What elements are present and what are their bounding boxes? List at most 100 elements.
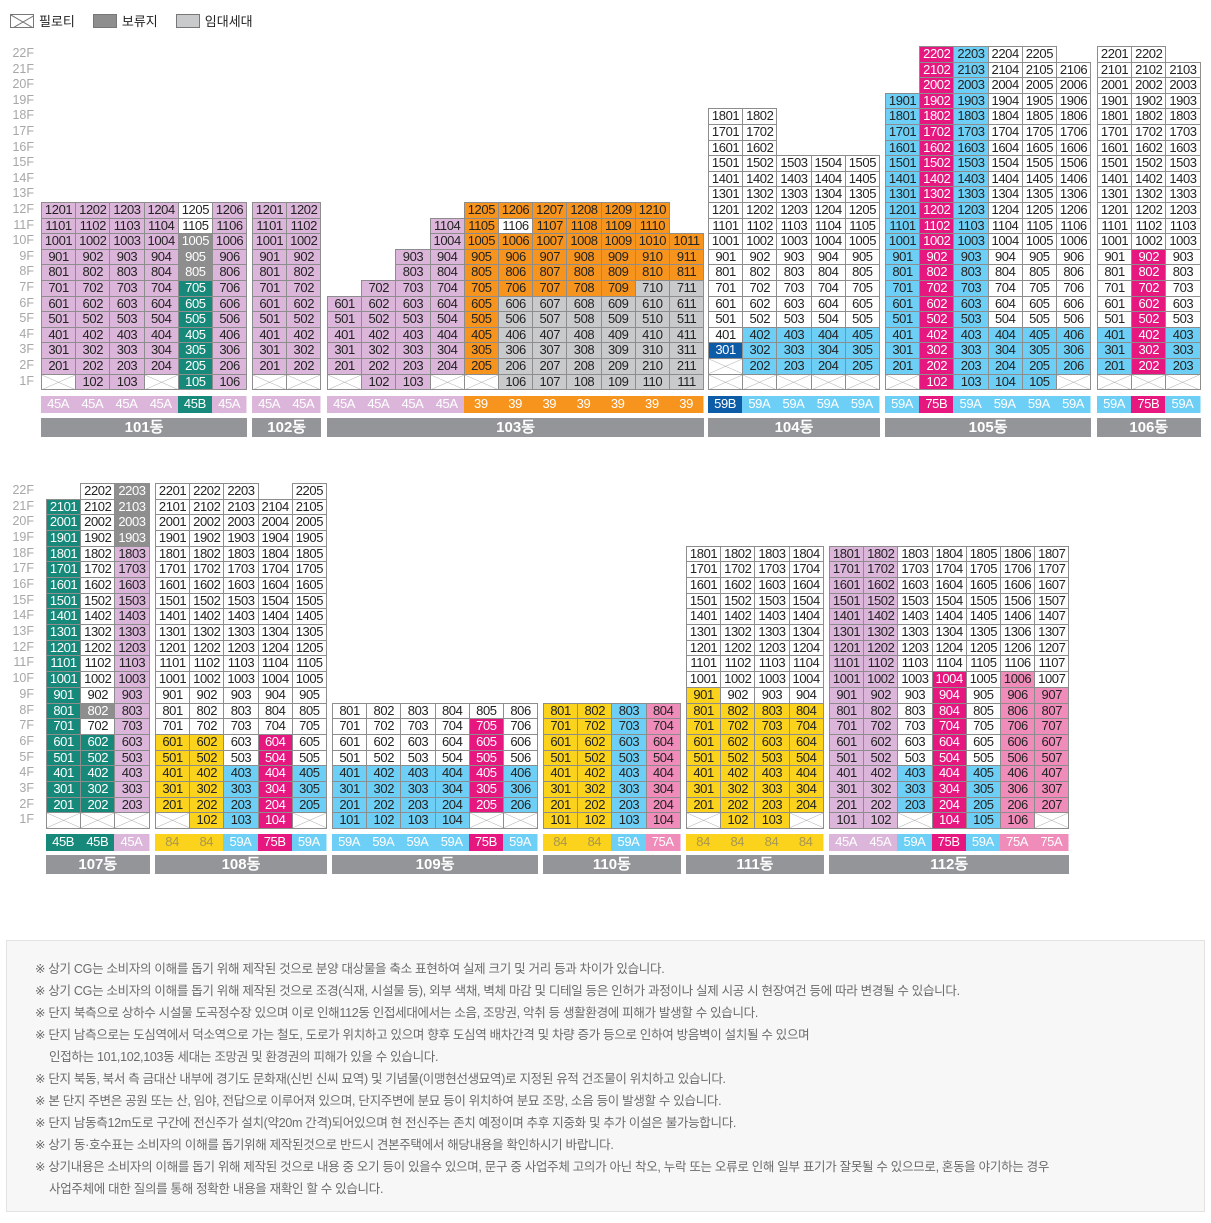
unit-cell: 803 xyxy=(754,702,790,720)
unit-type-label: 59A xyxy=(1021,396,1057,413)
unit-cell: 1302 xyxy=(720,624,756,641)
unit-cell: 602 xyxy=(75,295,111,313)
unit-cell: 202 xyxy=(286,358,322,375)
unit-cell: 706 xyxy=(1000,718,1036,735)
unit-cell: 501 xyxy=(686,749,722,767)
building-label: 111동 xyxy=(686,855,824,874)
unit-cell: 701 xyxy=(41,280,77,297)
unit-cell: 604 xyxy=(788,733,824,751)
unit-type-label: 75B xyxy=(1131,396,1167,413)
unit-cell: 1702 xyxy=(720,561,756,579)
unit-cell: 905 xyxy=(463,248,499,266)
floor-label: 22F xyxy=(12,483,34,497)
unit-cell: 204 xyxy=(143,358,179,375)
pilotis-cell xyxy=(46,812,82,829)
unit-cell: 1203 xyxy=(114,639,150,657)
unit-cell: 601 xyxy=(829,733,865,751)
unit-cell: 1104 xyxy=(143,217,179,235)
unit-cell: 1202 xyxy=(1131,202,1167,219)
floor-label: 4F xyxy=(19,326,34,341)
unit-cell: 1201 xyxy=(155,639,191,657)
unit-type-label: 45A xyxy=(361,396,397,413)
unit-cell: 2103 xyxy=(1165,61,1201,79)
unit-cell: 107 xyxy=(532,373,568,391)
unit-cell: 1805 xyxy=(965,545,1001,563)
unit-cell: 106 xyxy=(498,373,534,391)
unit-cell: 402 xyxy=(366,765,402,782)
unit-cell: 1501 xyxy=(46,592,82,610)
unit-cell: 1101 xyxy=(46,655,82,673)
unit-cell: 1001 xyxy=(1097,233,1133,250)
unit-cell: 1505 xyxy=(1021,155,1057,172)
unit-type-label: 59A xyxy=(953,396,989,413)
unit-cell: 2004 xyxy=(257,514,293,532)
unit-cell: 704 xyxy=(810,280,846,297)
unit-cell: 1404 xyxy=(788,608,824,626)
unit-cell: 904 xyxy=(257,686,293,704)
unit-cell: 303 xyxy=(1165,342,1201,359)
unit-cell: 706 xyxy=(1056,280,1092,297)
floor-label: 15F xyxy=(12,155,34,170)
floor-label: 1F xyxy=(19,373,34,388)
unit-cell: 803 xyxy=(897,702,933,720)
pilotis-cell xyxy=(1165,373,1201,391)
unit-cell: 804 xyxy=(987,264,1023,281)
unit-cell: 303 xyxy=(109,342,145,359)
unit-cell: 1004 xyxy=(257,671,293,688)
unit-cell: 903 xyxy=(223,686,259,704)
unit-cell: 803 xyxy=(953,264,989,281)
unit-cell: 1806 xyxy=(1056,108,1092,125)
unit-cell: 702 xyxy=(863,718,899,735)
unit-cell: 703 xyxy=(400,718,436,735)
pilotis-cell xyxy=(708,373,744,391)
unit-type-label: 84 xyxy=(155,834,191,851)
unit-cell: 502 xyxy=(286,311,322,328)
unit-cell: 503 xyxy=(223,749,259,767)
unit-cell: 401 xyxy=(708,326,744,344)
unit-cell: 109 xyxy=(600,373,636,391)
unit-cell: 902 xyxy=(863,686,899,704)
unit-cell: 901 xyxy=(252,248,288,266)
unit-cell: 1402 xyxy=(742,170,778,188)
unit-type-label: 59A xyxy=(291,834,327,851)
legend-rental: 임대세대 xyxy=(175,11,253,30)
unit-cell: 2205 xyxy=(1021,46,1057,63)
unit-cell: 902 xyxy=(286,248,322,266)
unit-cell: 506 xyxy=(498,311,534,328)
unit-cell: 601 xyxy=(1097,295,1133,313)
pilotis-cell xyxy=(1097,373,1133,391)
unit-cell: 603 xyxy=(611,733,647,751)
unit-cell: 1404 xyxy=(931,608,967,626)
unit-cell: 803 xyxy=(400,702,436,720)
unit-cell: 102 xyxy=(366,812,402,829)
unit-cell: 609 xyxy=(600,295,636,313)
unit-cell: 105 xyxy=(965,812,1001,829)
unit-cell: 801 xyxy=(252,264,288,281)
unit-cell: 1205 xyxy=(291,639,327,657)
unit-cell: 1402 xyxy=(1131,170,1167,188)
unit-cell: 807 xyxy=(532,264,568,281)
unit-cell: 806 xyxy=(1000,702,1036,720)
unit-cell: 1101 xyxy=(1097,217,1133,235)
unit-cell: 705 xyxy=(844,280,880,297)
unit-cell: 1403 xyxy=(953,170,989,188)
unit-cell: 1504 xyxy=(257,592,293,610)
unit-cell: 304 xyxy=(788,780,824,798)
unit-cell: 705 xyxy=(1021,280,1057,297)
unit-type-label: 75A xyxy=(645,834,681,851)
unit-cell: 103 xyxy=(400,812,436,829)
unit-cell: 1203 xyxy=(897,639,933,657)
unit-type-label: 84 xyxy=(577,834,613,851)
unit-cell: 502 xyxy=(80,749,116,767)
unit-cell: 905 xyxy=(1021,248,1057,266)
unit-cell: 1503 xyxy=(953,155,989,172)
unit-cell: 402 xyxy=(1131,326,1167,344)
unit-cell: 303 xyxy=(953,342,989,359)
unit-cell: 906 xyxy=(498,248,534,266)
unit-cell: 505 xyxy=(177,311,213,328)
unit-cell: 804 xyxy=(931,702,967,720)
unit-cell: 1801 xyxy=(155,545,191,563)
unit-cell: 305 xyxy=(1021,342,1057,359)
unit-cell: 1802 xyxy=(720,545,756,563)
unit-cell: 502 xyxy=(75,311,111,328)
